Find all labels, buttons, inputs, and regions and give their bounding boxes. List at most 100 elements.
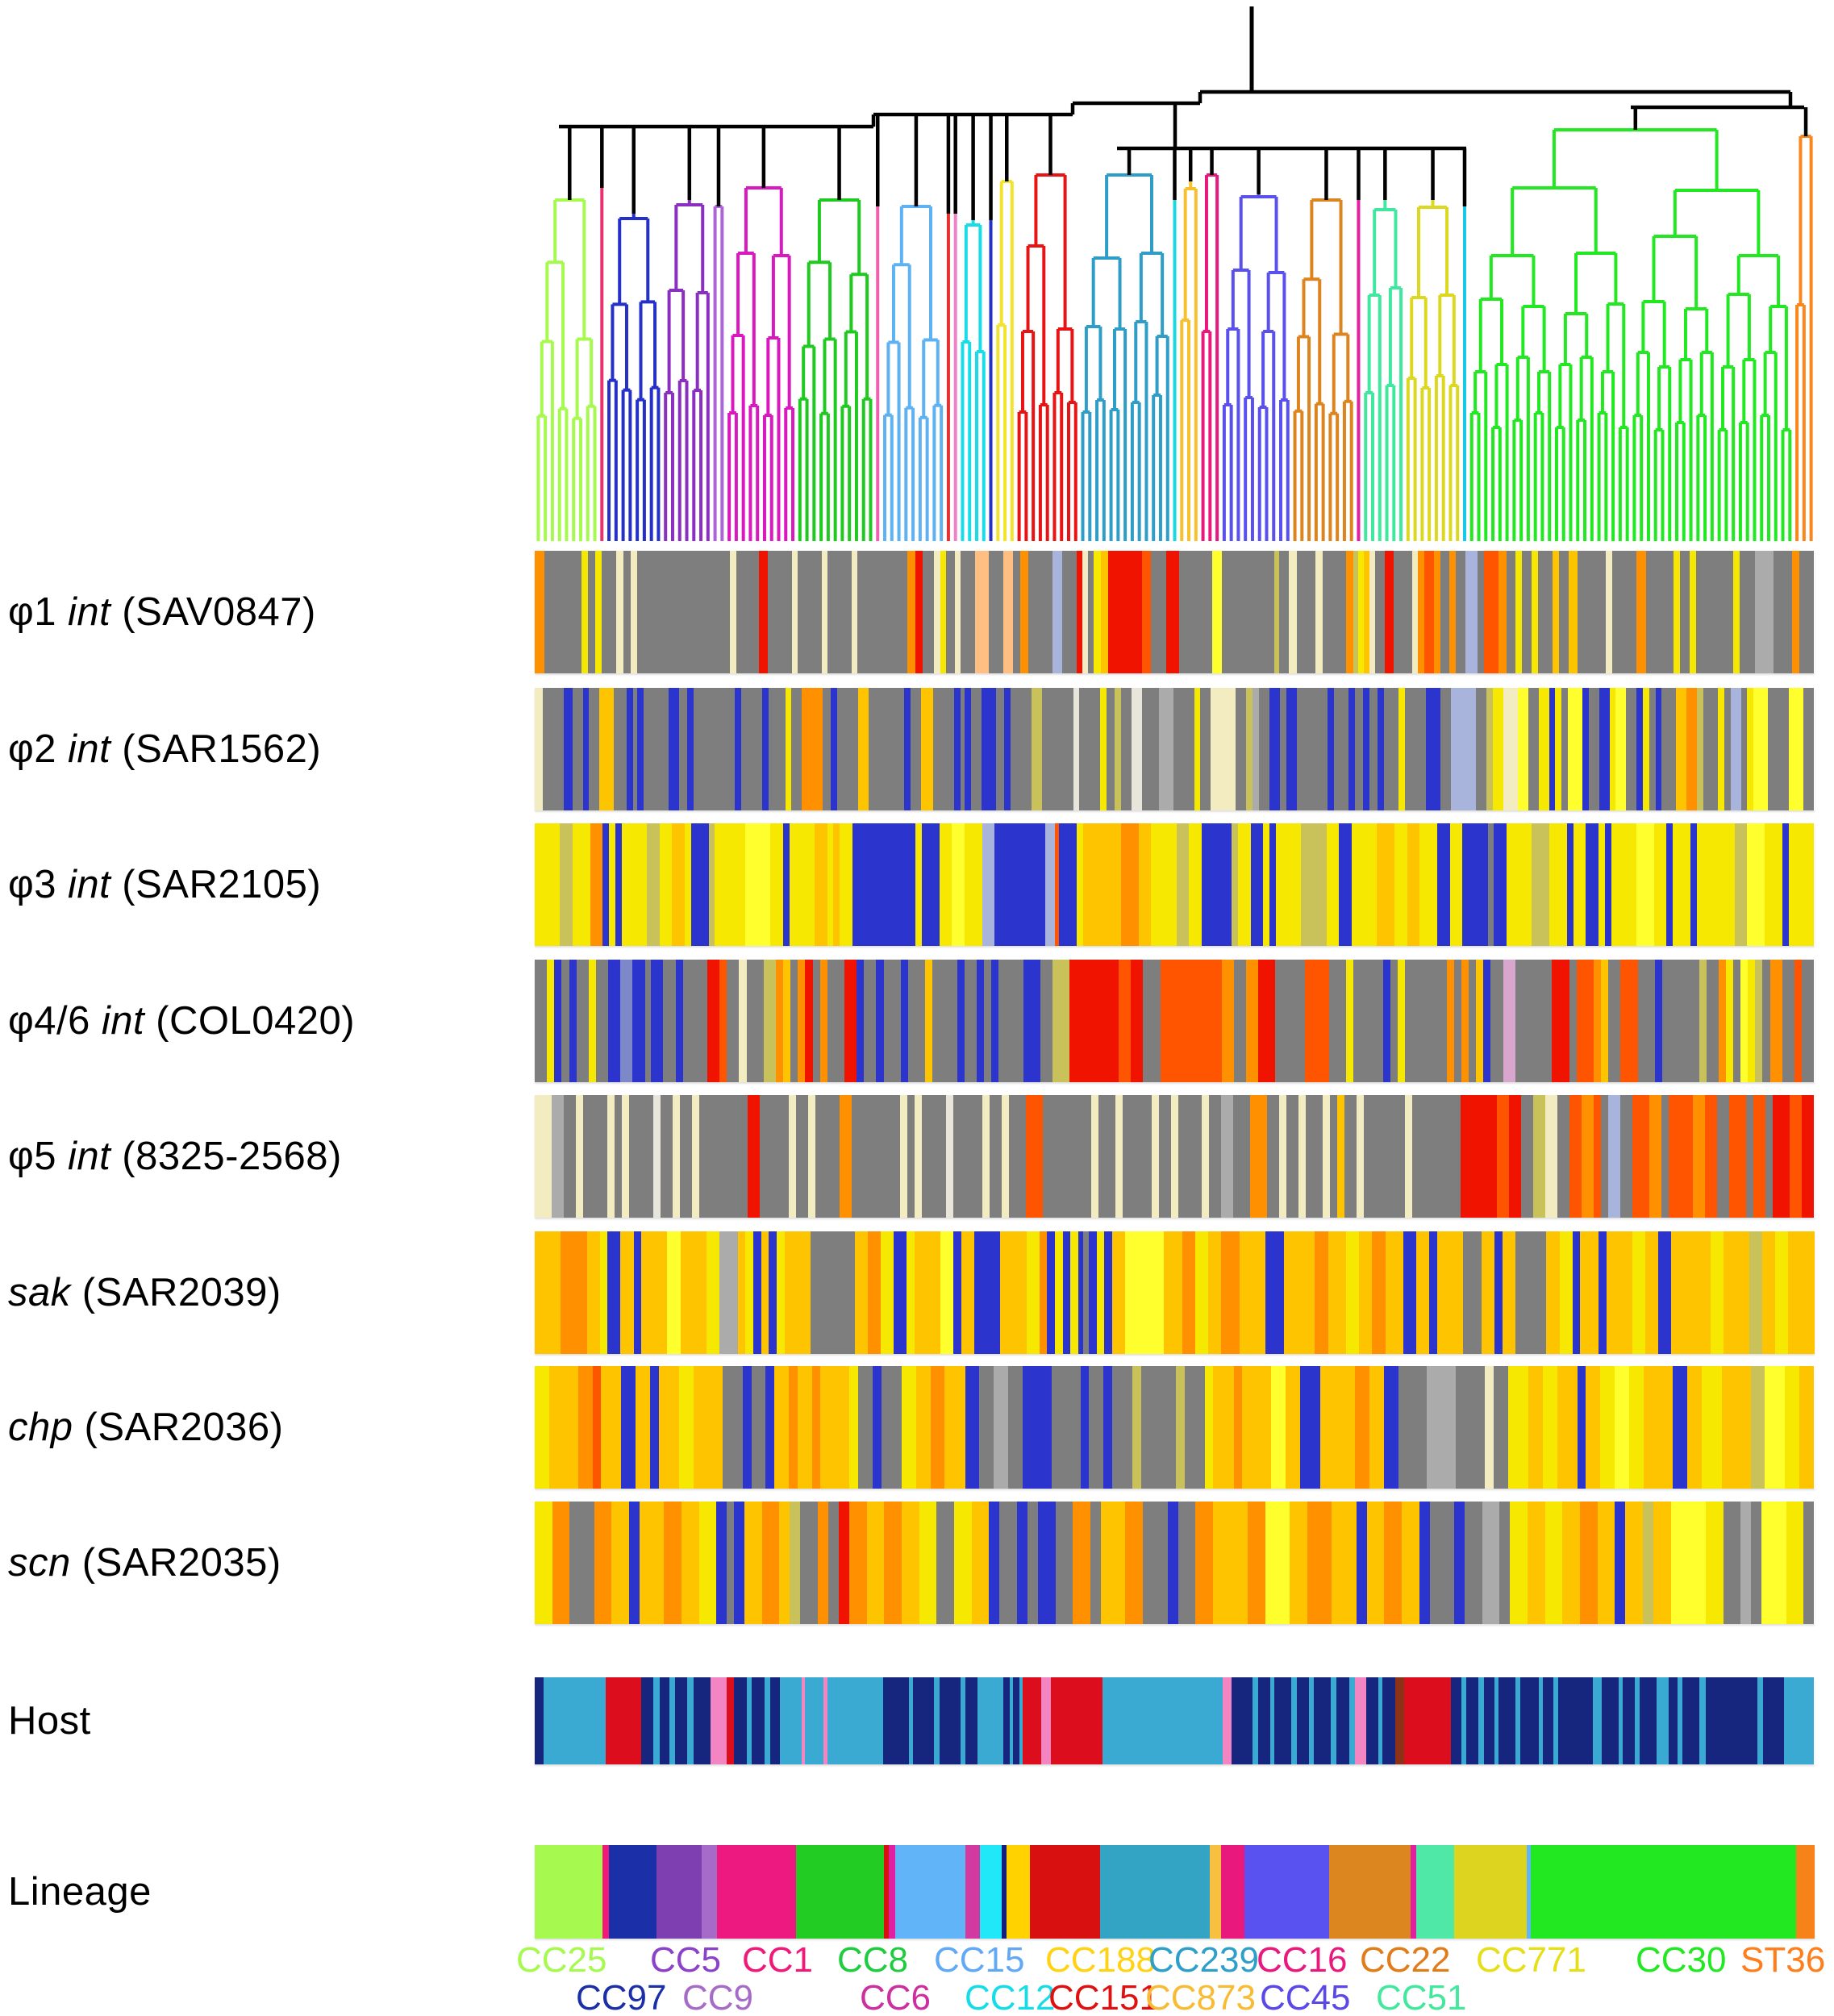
heatmap-cell <box>1545 1095 1558 1218</box>
heatmap-cell <box>636 688 644 810</box>
heatmap-cell <box>1112 1366 1133 1489</box>
heatmap-cell <box>686 1677 694 1764</box>
heatmap-cell <box>589 688 600 810</box>
heatmap-cell <box>1090 1502 1102 1624</box>
heatmap-cell <box>1265 1231 1284 1354</box>
heatmap-cell <box>543 688 565 810</box>
heatmap-cell <box>1052 551 1062 673</box>
heatmap-cell <box>747 1095 760 1218</box>
heatmap-cell <box>707 960 720 1082</box>
heatmap-cell <box>1125 1502 1144 1624</box>
heatmap-cell <box>1573 823 1586 946</box>
heatmap-cell <box>971 1502 990 1624</box>
heatmap-cell <box>1101 1502 1126 1624</box>
heatmap-cell <box>1038 1502 1056 1624</box>
heatmap-cell <box>833 823 840 946</box>
heatmap-cell <box>1796 1845 1815 1939</box>
heatmap-cell <box>1122 1095 1152 1218</box>
heatmap-cell <box>1546 1231 1560 1354</box>
heatmap-cell <box>1363 688 1370 810</box>
heatmap-cell <box>1274 1677 1292 1764</box>
heatmap-cell <box>1723 1502 1741 1624</box>
heatmap-cell <box>1637 960 1655 1082</box>
heatmap-cell <box>822 551 828 673</box>
heatmap-cell <box>544 551 581 673</box>
heatmap-cell <box>1643 688 1649 810</box>
heatmap-cell <box>1269 688 1280 810</box>
heatmap-cell <box>801 1677 806 1764</box>
heatmap-cell <box>1576 960 1594 1082</box>
heatmap-cell <box>1577 1366 1586 1489</box>
heatmap-cell <box>851 1095 900 1218</box>
heatmap-cell <box>1784 1677 1815 1764</box>
heatmap-cell <box>1789 1095 1802 1218</box>
heatmap-cell <box>698 1095 748 1218</box>
heatmap-cell <box>1025 1095 1043 1218</box>
heatmap-cell <box>1242 1366 1272 1489</box>
heatmap-cell <box>1680 551 1690 673</box>
heatmap-cell <box>1608 1095 1621 1218</box>
heatmap-cell <box>1782 823 1790 946</box>
heatmap-cell <box>1456 1366 1486 1489</box>
heatmap-cell <box>1047 1231 1055 1354</box>
heatmap-cell <box>1315 551 1323 673</box>
heatmap-cell <box>1582 688 1589 810</box>
heatmap-cell <box>1690 823 1697 946</box>
heatmap-cell <box>965 1366 980 1489</box>
heatmap-cell <box>561 960 569 1082</box>
heatmap-cell <box>629 1502 640 1624</box>
heatmap-cell <box>914 1231 941 1354</box>
heatmap-cell <box>1433 551 1440 673</box>
heatmap-cell <box>839 1502 850 1624</box>
legend-label-cc15: CC15 <box>934 1940 1025 1980</box>
heatmap-cell <box>1353 551 1359 673</box>
heatmap-cell <box>1233 960 1246 1082</box>
heatmap-cell <box>1506 823 1532 946</box>
heatmap-cell <box>1531 551 1538 673</box>
heatmap-cell <box>1440 551 1450 673</box>
heatmap-cell <box>1082 823 1121 946</box>
heatmap-cell <box>1747 823 1765 946</box>
lineage-color-bar <box>535 1845 1815 1939</box>
heatmap-cell <box>1405 1095 1413 1218</box>
heatmap-cell <box>582 1095 607 1218</box>
legend-label-cc25: CC25 <box>516 1940 607 1980</box>
heatmap-cell <box>768 551 793 673</box>
heatmap-cell <box>734 1677 747 1764</box>
heatmap-cell <box>1706 960 1719 1082</box>
heatmap-cell <box>1059 823 1077 946</box>
heatmap-cell <box>1394 1677 1404 1764</box>
heatmap-cell <box>717 1845 796 1939</box>
heatmap-cell <box>715 823 745 946</box>
heatmap-cell <box>1298 1095 1307 1218</box>
legend-label-cc151: CC151 <box>1048 1978 1159 2016</box>
heatmap-cell <box>1427 1366 1457 1489</box>
heatmap-cell <box>965 688 971 810</box>
heatmap-cell <box>1244 1845 1329 1939</box>
heatmap-cell <box>1740 1502 1752 1624</box>
heatmap-cell <box>1510 1502 1528 1624</box>
heatmap-cell <box>1557 1095 1570 1218</box>
heatmap-cell <box>1753 688 1769 810</box>
heatmap-cell <box>1733 551 1740 673</box>
heatmap-cell <box>765 1366 775 1489</box>
heatmap-cell <box>664 1502 682 1624</box>
heatmap-cell <box>1653 823 1667 946</box>
heatmap-cell <box>1762 1677 1785 1764</box>
heatmap-cell <box>1019 1677 1023 1764</box>
heatmap-cell <box>1686 688 1698 810</box>
heatmap-cell <box>1332 1502 1357 1624</box>
heatmap-cell <box>1257 1677 1270 1764</box>
heatmap-cell <box>1757 1677 1763 1764</box>
heatmap-cell <box>952 1095 982 1218</box>
heatmap-cell <box>1449 823 1463 946</box>
heatmap-cell <box>1476 960 1484 1082</box>
heatmap-cell <box>1263 823 1270 946</box>
heatmap-cell <box>914 1095 922 1218</box>
heatmap-cell <box>752 1231 761 1354</box>
heatmap-cell <box>1232 823 1239 946</box>
heatmap-cell <box>827 823 834 946</box>
heatmap-row-phi2-int: φ2 int (SAR1562) <box>0 688 1834 810</box>
heatmap-cell <box>1478 1677 1484 1764</box>
heatmap-cell <box>1506 551 1516 673</box>
